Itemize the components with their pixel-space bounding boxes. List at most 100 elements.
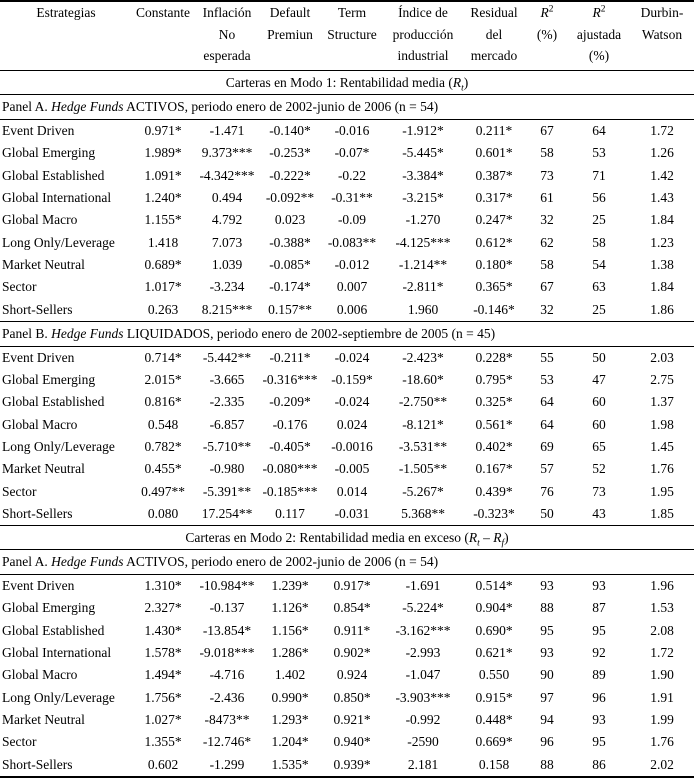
value-cell-residual-mercado: 0.514* — [475, 578, 513, 594]
value-cell-indice-produccion: -3.162*** — [395, 622, 451, 638]
value-cell-term-structure: 0.917* — [333, 578, 371, 594]
strategy-cell: Global Emerging — [2, 600, 96, 616]
col-header-durbin-watson: Durbin- Watson — [630, 1, 694, 71]
value-cell-residual-mercado: 0.228* — [475, 349, 513, 365]
value-cell-durbin-watson: 1.45 — [650, 439, 674, 454]
value-cell-residual-mercado: 0.439* — [475, 483, 513, 499]
value-cell-inflacion: 0.494 — [211, 190, 243, 206]
value-cell-residual-mercado: 0.317* — [475, 190, 513, 206]
value-cell-term-structure: 0.939* — [333, 756, 371, 772]
value-cell-r2-ajustada: 43 — [592, 505, 606, 521]
value-cell-term-structure: -0.005 — [334, 461, 370, 477]
col-header-line: Residual — [470, 5, 518, 20]
value-cell-default-premiun: -0.405* — [269, 439, 311, 454]
strategy-cell: Global Emerging — [2, 372, 96, 388]
value-cell-default-premiun: 1.286* — [271, 645, 309, 661]
value-cell-indice-produccion: -4.125*** — [395, 234, 451, 250]
col-header-line: Durbin- — [640, 5, 684, 20]
strategy-cell: Market Neutral — [2, 461, 85, 477]
value-cell-durbin-watson: 1.98 — [650, 416, 674, 432]
value-cell-indice-produccion: -3.215* — [402, 190, 444, 206]
strategy-cell: Global Macro — [2, 667, 78, 683]
value-cell-constante: 1.989* — [144, 145, 182, 161]
value-cell-default-premiun: -0.140* — [269, 123, 311, 139]
value-cell-constante: 1.155* — [144, 212, 182, 228]
value-cell-term-structure: 0.007 — [336, 279, 368, 295]
value-cell-inflacion: -4.716 — [209, 667, 245, 683]
col-header-line: Default — [269, 5, 311, 20]
value-cell-r2-ajustada: 95 — [592, 734, 606, 750]
col-header-inflacion: Inflación No esperada — [194, 1, 260, 71]
value-cell-r2-ajustada: 87 — [592, 600, 606, 616]
value-cell-residual-mercado: 0.167* — [475, 461, 513, 477]
value-cell-constante: 1.091* — [144, 167, 182, 183]
value-cell-r2: 88 — [540, 600, 554, 616]
value-cell-constante: 1.027* — [144, 711, 182, 727]
value-cell-r2-ajustada: 92 — [592, 645, 606, 661]
value-cell-inflacion: 17.254** — [201, 505, 253, 521]
strategy-cell: Event Driven — [2, 578, 75, 594]
value-cell-constante: 1.355* — [144, 734, 182, 750]
value-cell-inflacion: 4.792 — [211, 212, 243, 228]
value-cell-durbin-watson: 1.76 — [650, 734, 674, 750]
value-cell-default-premiun: 1.156* — [271, 622, 309, 638]
value-cell-term-structure: 0.006 — [336, 301, 368, 317]
value-cell-r2: 57 — [540, 461, 554, 477]
value-cell-r2: 69 — [540, 439, 554, 454]
value-cell-r2: 93 — [540, 645, 554, 661]
value-cell-r2: 58 — [540, 256, 554, 272]
table-row: Sector 1.355* -12.746* 1.204* 0.940* -2590 0.6… — [0, 731, 694, 753]
value-cell-r2: 61 — [540, 190, 554, 206]
strategy-cell: Long Only/Leverage — [2, 234, 115, 250]
value-cell-constante: 0.689* — [144, 256, 182, 272]
table-row: Global Established 1.091* -4.342*** -0.222*… — [0, 165, 694, 187]
value-cell-r2: 96 — [540, 734, 554, 750]
value-cell-default-premiun: -0.080*** — [262, 461, 318, 477]
value-cell-indice-produccion: -1.691 — [405, 578, 441, 594]
strategy-cell: Long Only/Leverage — [2, 689, 115, 705]
value-cell-indice-produccion: -8.121* — [402, 416, 444, 432]
col-header-line: (%) — [588, 48, 610, 63]
table-row: Global Established 1.430* -13.854* 1.156* 0.… — [0, 620, 694, 642]
value-cell-inflacion: -9.018*** — [199, 645, 255, 661]
value-cell-term-structure: -0.083** — [327, 234, 377, 250]
value-cell-r2-ajustada: 54 — [592, 256, 606, 272]
col-header-line: esperada — [203, 48, 251, 63]
value-cell-constante: 0.971* — [144, 123, 182, 139]
value-cell-r2: 73 — [540, 167, 554, 183]
section-band: Carteras en Modo 2: Rentabilidad media e… — [0, 526, 694, 550]
value-cell-r2-ajustada: 50 — [592, 349, 606, 365]
value-cell-constante: 1.494* — [144, 667, 182, 683]
value-cell-term-structure: 0.014 — [336, 483, 368, 499]
value-cell-term-structure: -0.016 — [334, 123, 370, 139]
value-cell-r2-ajustada: 47 — [592, 372, 606, 388]
value-cell-durbin-watson: 1.23 — [650, 234, 674, 250]
table-row: Global International 1.240* 0.494 -0.092** -… — [0, 187, 694, 209]
value-cell-term-structure: -0.024 — [334, 349, 370, 365]
col-header-line: R2 — [540, 4, 554, 20]
value-cell-durbin-watson: 1.91 — [650, 689, 674, 705]
value-cell-durbin-watson: 1.37 — [650, 394, 674, 410]
value-cell-inflacion: -2.436 — [209, 689, 245, 705]
strategy-cell: Sector — [2, 279, 37, 295]
value-cell-residual-mercado: 0.561* — [475, 416, 513, 432]
value-cell-r2: 97 — [540, 689, 554, 705]
col-header-line: ajustada — [576, 26, 622, 42]
value-cell-r2-ajustada: 53 — [592, 145, 606, 161]
value-cell-r2-ajustada: 89 — [592, 667, 606, 683]
strategy-cell: Sector — [2, 483, 37, 499]
value-cell-term-structure: 0.924 — [336, 667, 368, 683]
value-cell-constante: 0.602 — [147, 756, 179, 772]
table-header: Estrategias Constante Inflación No esperada D… — [0, 1, 694, 71]
col-header-line: producción — [392, 26, 454, 42]
value-cell-r2-ajustada: 25 — [592, 301, 606, 317]
value-cell-default-premiun: 1.239* — [271, 578, 309, 594]
value-cell-r2-ajustada: 65 — [592, 439, 606, 454]
value-cell-r2: 94 — [540, 711, 554, 727]
value-cell-r2-ajustada: 64 — [592, 123, 606, 139]
value-cell-r2: 32 — [540, 212, 554, 228]
value-cell-default-premiun: -0.176 — [272, 416, 308, 432]
value-cell-inflacion: -8473** — [204, 711, 250, 727]
value-cell-residual-mercado: 0.669* — [475, 734, 513, 750]
value-cell-indice-produccion: -2.811* — [402, 279, 444, 295]
